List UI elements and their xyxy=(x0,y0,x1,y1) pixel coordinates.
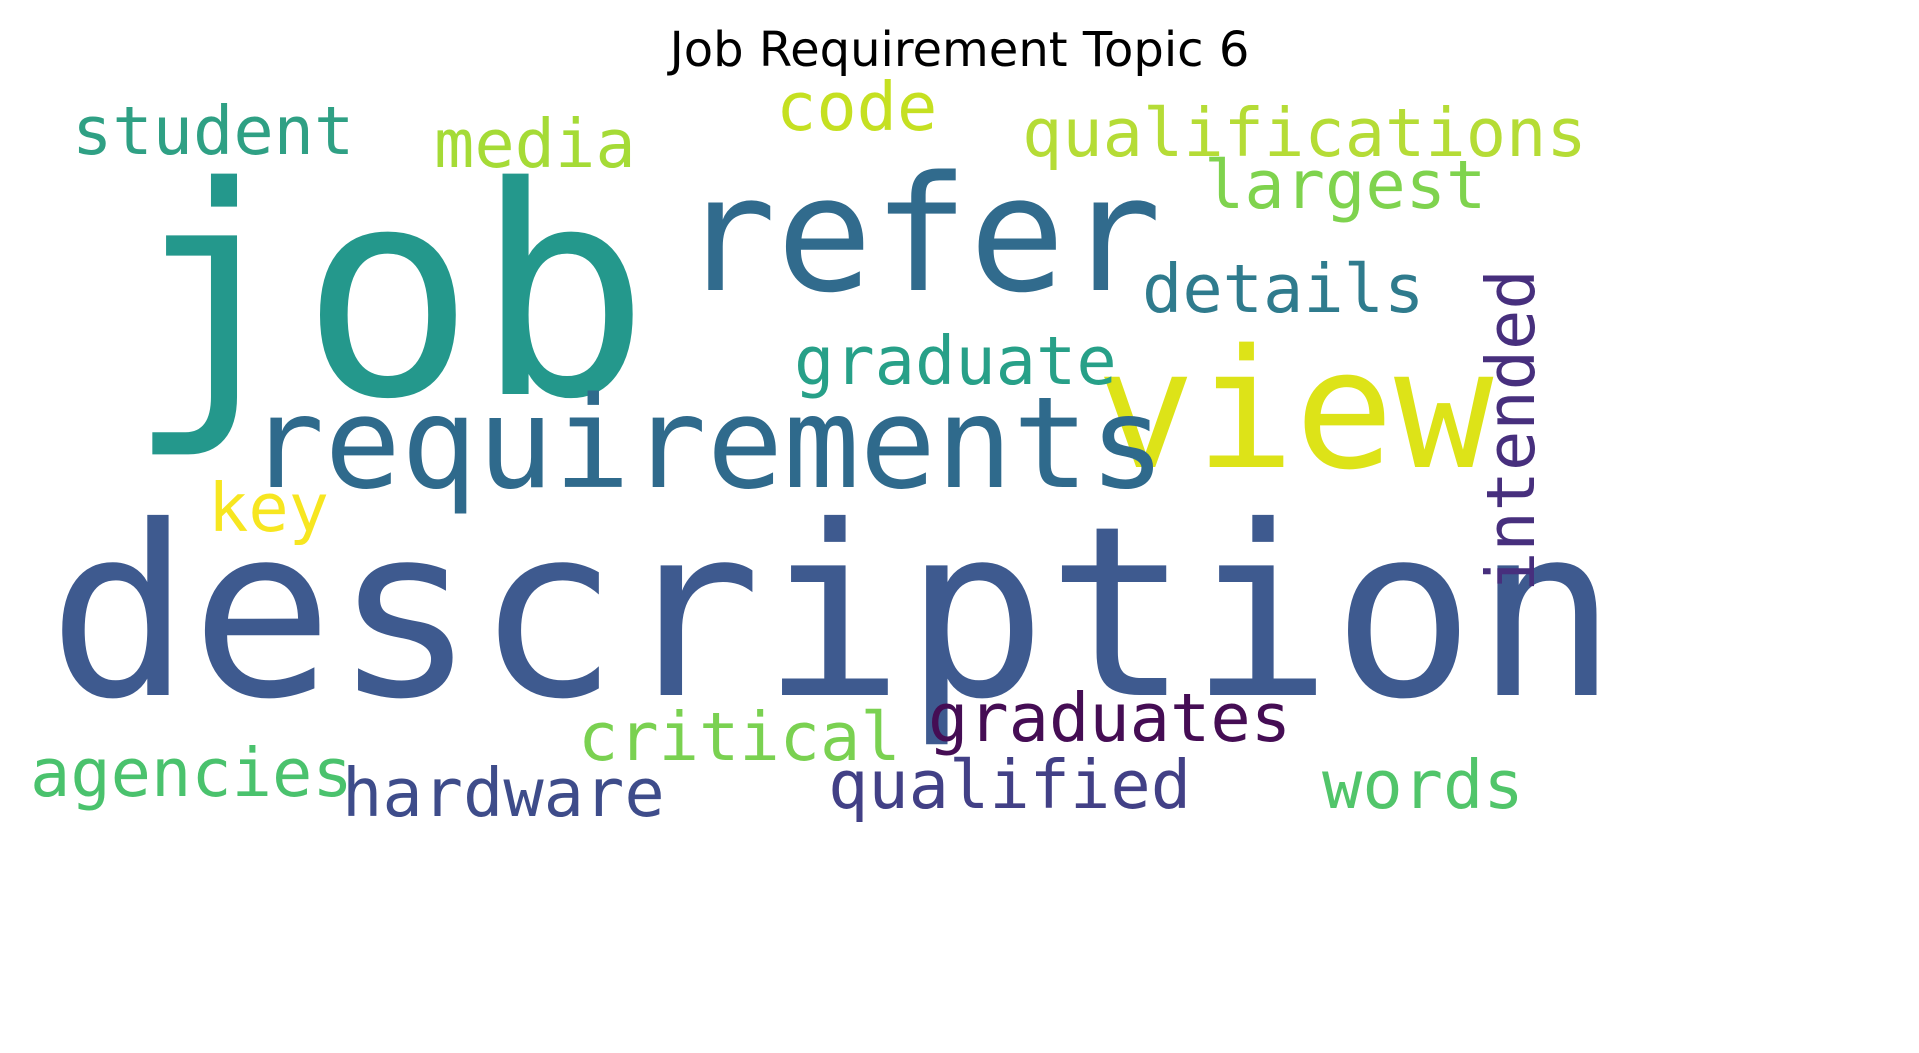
word-requirements: requirements xyxy=(248,369,1166,517)
chart-title: Job Requirement Topic 6 xyxy=(669,22,1250,78)
word-view: view xyxy=(1096,314,1494,506)
word-intended: intended xyxy=(1472,269,1550,592)
word-code: code xyxy=(776,68,938,146)
word-critical: critical xyxy=(578,698,901,776)
word-refer: refer xyxy=(680,141,1162,328)
word-job: job xyxy=(126,126,650,463)
word-qualified: qualified xyxy=(828,746,1192,824)
word-student: student xyxy=(72,92,355,170)
word-media: media xyxy=(434,105,636,183)
word-graduates: graduates xyxy=(928,679,1292,757)
word-key: key xyxy=(208,469,330,547)
word-agencies: agencies xyxy=(30,734,353,812)
word-hardware: hardware xyxy=(342,754,665,832)
word-details: details xyxy=(1142,250,1425,328)
word-qualifications: qualifications xyxy=(1022,94,1587,172)
word-description: description xyxy=(48,475,1618,751)
word-graduate: graduate xyxy=(794,322,1117,400)
word-largest: largest xyxy=(1204,146,1487,224)
word-words: words xyxy=(1322,746,1524,824)
